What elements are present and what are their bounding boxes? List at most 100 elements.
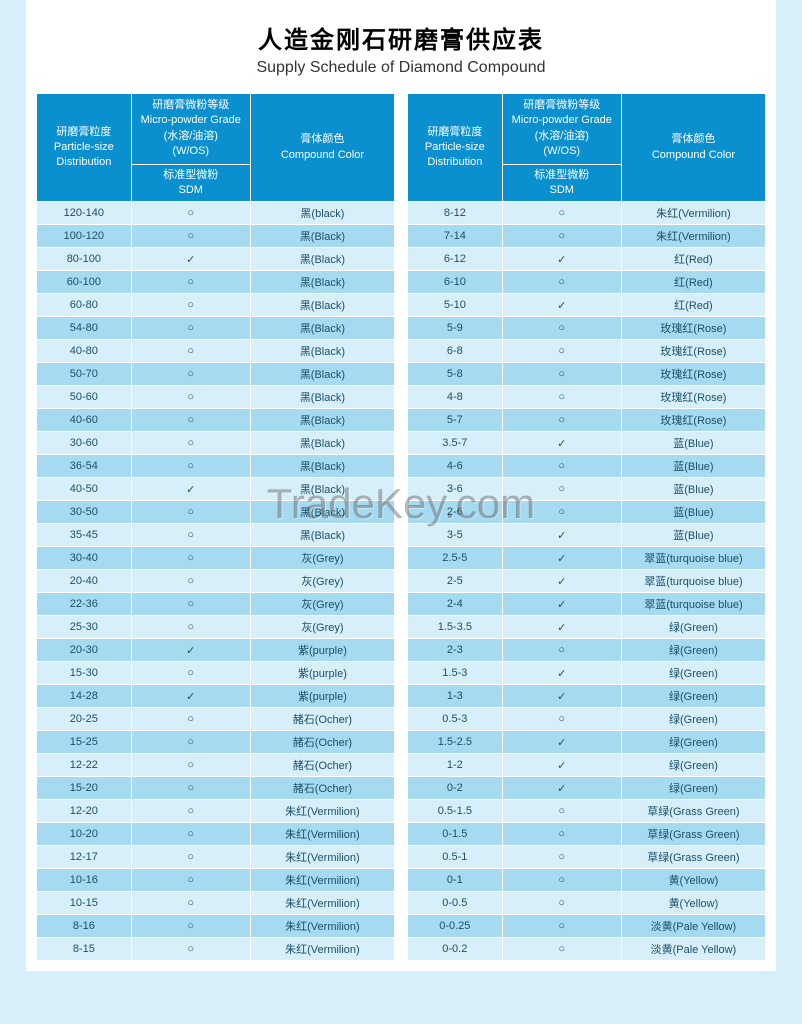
- cell-color: 朱红(Vermilion): [621, 225, 765, 248]
- table-row: 5-8○玫瑰红(Rose): [408, 363, 766, 386]
- table-row: 50-70○黑(Black): [37, 363, 395, 386]
- cell-color: 黑(Black): [250, 501, 394, 524]
- cell-distribution: 50-60: [37, 386, 132, 409]
- header-grade-w: (W/OS): [172, 145, 209, 157]
- cell-mark: ✓: [131, 685, 250, 708]
- cell-distribution: 0.5-1: [408, 846, 503, 869]
- cell-color: 灰(Grey): [250, 593, 394, 616]
- table-row: 30-40○灰(Grey): [37, 547, 395, 570]
- cell-distribution: 54-80: [37, 317, 132, 340]
- header-color-en: Compound Color: [281, 149, 364, 161]
- cell-distribution: 1.5-3: [408, 662, 503, 685]
- cell-color: 红(Red): [621, 271, 765, 294]
- cell-distribution: 2-6: [408, 501, 503, 524]
- cell-distribution: 40-80: [37, 340, 132, 363]
- table-row: 1.5-3✓绿(Green): [408, 662, 766, 685]
- cell-color: 黑(Black): [250, 340, 394, 363]
- cell-color: 玫瑰红(Rose): [621, 340, 765, 363]
- cell-color: 红(Red): [621, 248, 765, 271]
- cell-color: 黑(Black): [250, 386, 394, 409]
- table-row: 20-30✓紫(purple): [37, 639, 395, 662]
- cell-color: 黑(Black): [250, 432, 394, 455]
- header-color-en: Compound Color: [652, 149, 735, 161]
- header-grade-cn1: 研磨膏微粉等级: [523, 99, 600, 111]
- cell-color: 赭石(Ocher): [250, 754, 394, 777]
- header-color-cn: 膏体颜色: [300, 133, 344, 145]
- cell-mark: ✓: [502, 616, 621, 639]
- cell-distribution: 6-8: [408, 340, 503, 363]
- cell-distribution: 20-40: [37, 570, 132, 593]
- cell-mark: ✓: [502, 547, 621, 570]
- cell-distribution: 1.5-3.5: [408, 616, 503, 639]
- cell-distribution: 5-10: [408, 294, 503, 317]
- cell-color: 朱红(Vermilion): [250, 892, 394, 915]
- table-row: 2-4✓翠蓝(turquoise blue): [408, 593, 766, 616]
- cell-mark: ○: [502, 938, 621, 961]
- cell-distribution: 30-50: [37, 501, 132, 524]
- cell-mark: ○: [502, 708, 621, 731]
- cell-distribution: 80-100: [37, 248, 132, 271]
- cell-color: 翠蓝(turquoise blue): [621, 593, 765, 616]
- cell-color: 玫瑰红(Rose): [621, 363, 765, 386]
- cell-distribution: 1-3: [408, 685, 503, 708]
- cell-color: 蓝(Blue): [621, 432, 765, 455]
- cell-mark: ○: [131, 501, 250, 524]
- cell-mark: ○: [131, 915, 250, 938]
- cell-color: 蓝(Blue): [621, 478, 765, 501]
- header-dist-en1: Particle-size: [425, 141, 485, 153]
- header-sdm-en: SDM: [550, 184, 574, 196]
- table-row: 30-60○黑(Black): [37, 432, 395, 455]
- cell-mark: ○: [502, 317, 621, 340]
- header-dist-en2: Distribution: [56, 156, 111, 168]
- table-row: 1-3✓绿(Green): [408, 685, 766, 708]
- cell-distribution: 10-16: [37, 869, 132, 892]
- cell-mark: ✓: [502, 593, 621, 616]
- cell-color: 草绿(Grass Green): [621, 846, 765, 869]
- cell-distribution: 3-6: [408, 478, 503, 501]
- table-row: 14-28✓紫(purple): [37, 685, 395, 708]
- cell-mark: ○: [131, 455, 250, 478]
- table-row: 20-40○灰(Grey): [37, 570, 395, 593]
- table-row: 60-80○黑(Black): [37, 294, 395, 317]
- page: 人造金刚石研磨膏供应表 Supply Schedule of Diamond C…: [26, 0, 776, 971]
- cell-color: 绿(Green): [621, 708, 765, 731]
- header-sdm-cn: 标准型微粉: [163, 169, 218, 181]
- cell-distribution: 30-40: [37, 547, 132, 570]
- table-row: 120-140○黑(black): [37, 202, 395, 225]
- cell-color: 绿(Green): [621, 639, 765, 662]
- cell-mark: ○: [131, 846, 250, 869]
- cell-distribution: 1-2: [408, 754, 503, 777]
- cell-color: 黑(Black): [250, 409, 394, 432]
- cell-color: 绿(Green): [621, 685, 765, 708]
- cell-mark: ○: [131, 777, 250, 800]
- table-row: 30-50○黑(Black): [37, 501, 395, 524]
- cell-mark: ✓: [502, 685, 621, 708]
- cell-distribution: 60-80: [37, 294, 132, 317]
- cell-mark: ○: [131, 409, 250, 432]
- table-row: 8-16○朱红(Vermilion): [37, 915, 395, 938]
- cell-distribution: 0-0.2: [408, 938, 503, 961]
- cell-mark: ○: [502, 386, 621, 409]
- cell-color: 玫瑰红(Rose): [621, 409, 765, 432]
- cell-distribution: 0-1.5: [408, 823, 503, 846]
- cell-color: 蓝(Blue): [621, 455, 765, 478]
- header-sdm: 标准型微粉 SDM: [131, 164, 250, 202]
- table-row: 6-12✓红(Red): [408, 248, 766, 271]
- cell-color: 紫(purple): [250, 639, 394, 662]
- table-row: 0-0.25○淡黄(Pale Yellow): [408, 915, 766, 938]
- cell-mark: ✓: [502, 754, 621, 777]
- cell-mark: ○: [131, 708, 250, 731]
- table-row: 12-20○朱红(Vermilion): [37, 800, 395, 823]
- cell-color: 紫(purple): [250, 685, 394, 708]
- table-row: 5-10✓红(Red): [408, 294, 766, 317]
- header-distribution: 研磨膏粒度 Particle-size Distribution: [408, 94, 503, 202]
- cell-color: 朱红(Vermilion): [250, 846, 394, 869]
- cell-mark: ○: [131, 547, 250, 570]
- cell-color: 黑(Black): [250, 317, 394, 340]
- cell-color: 绿(Green): [621, 731, 765, 754]
- cell-distribution: 20-30: [37, 639, 132, 662]
- table-row: 25-30○灰(Grey): [37, 616, 395, 639]
- cell-mark: ○: [131, 892, 250, 915]
- cell-color: 赭石(Ocher): [250, 777, 394, 800]
- header-dist-en1: Particle-size: [54, 141, 114, 153]
